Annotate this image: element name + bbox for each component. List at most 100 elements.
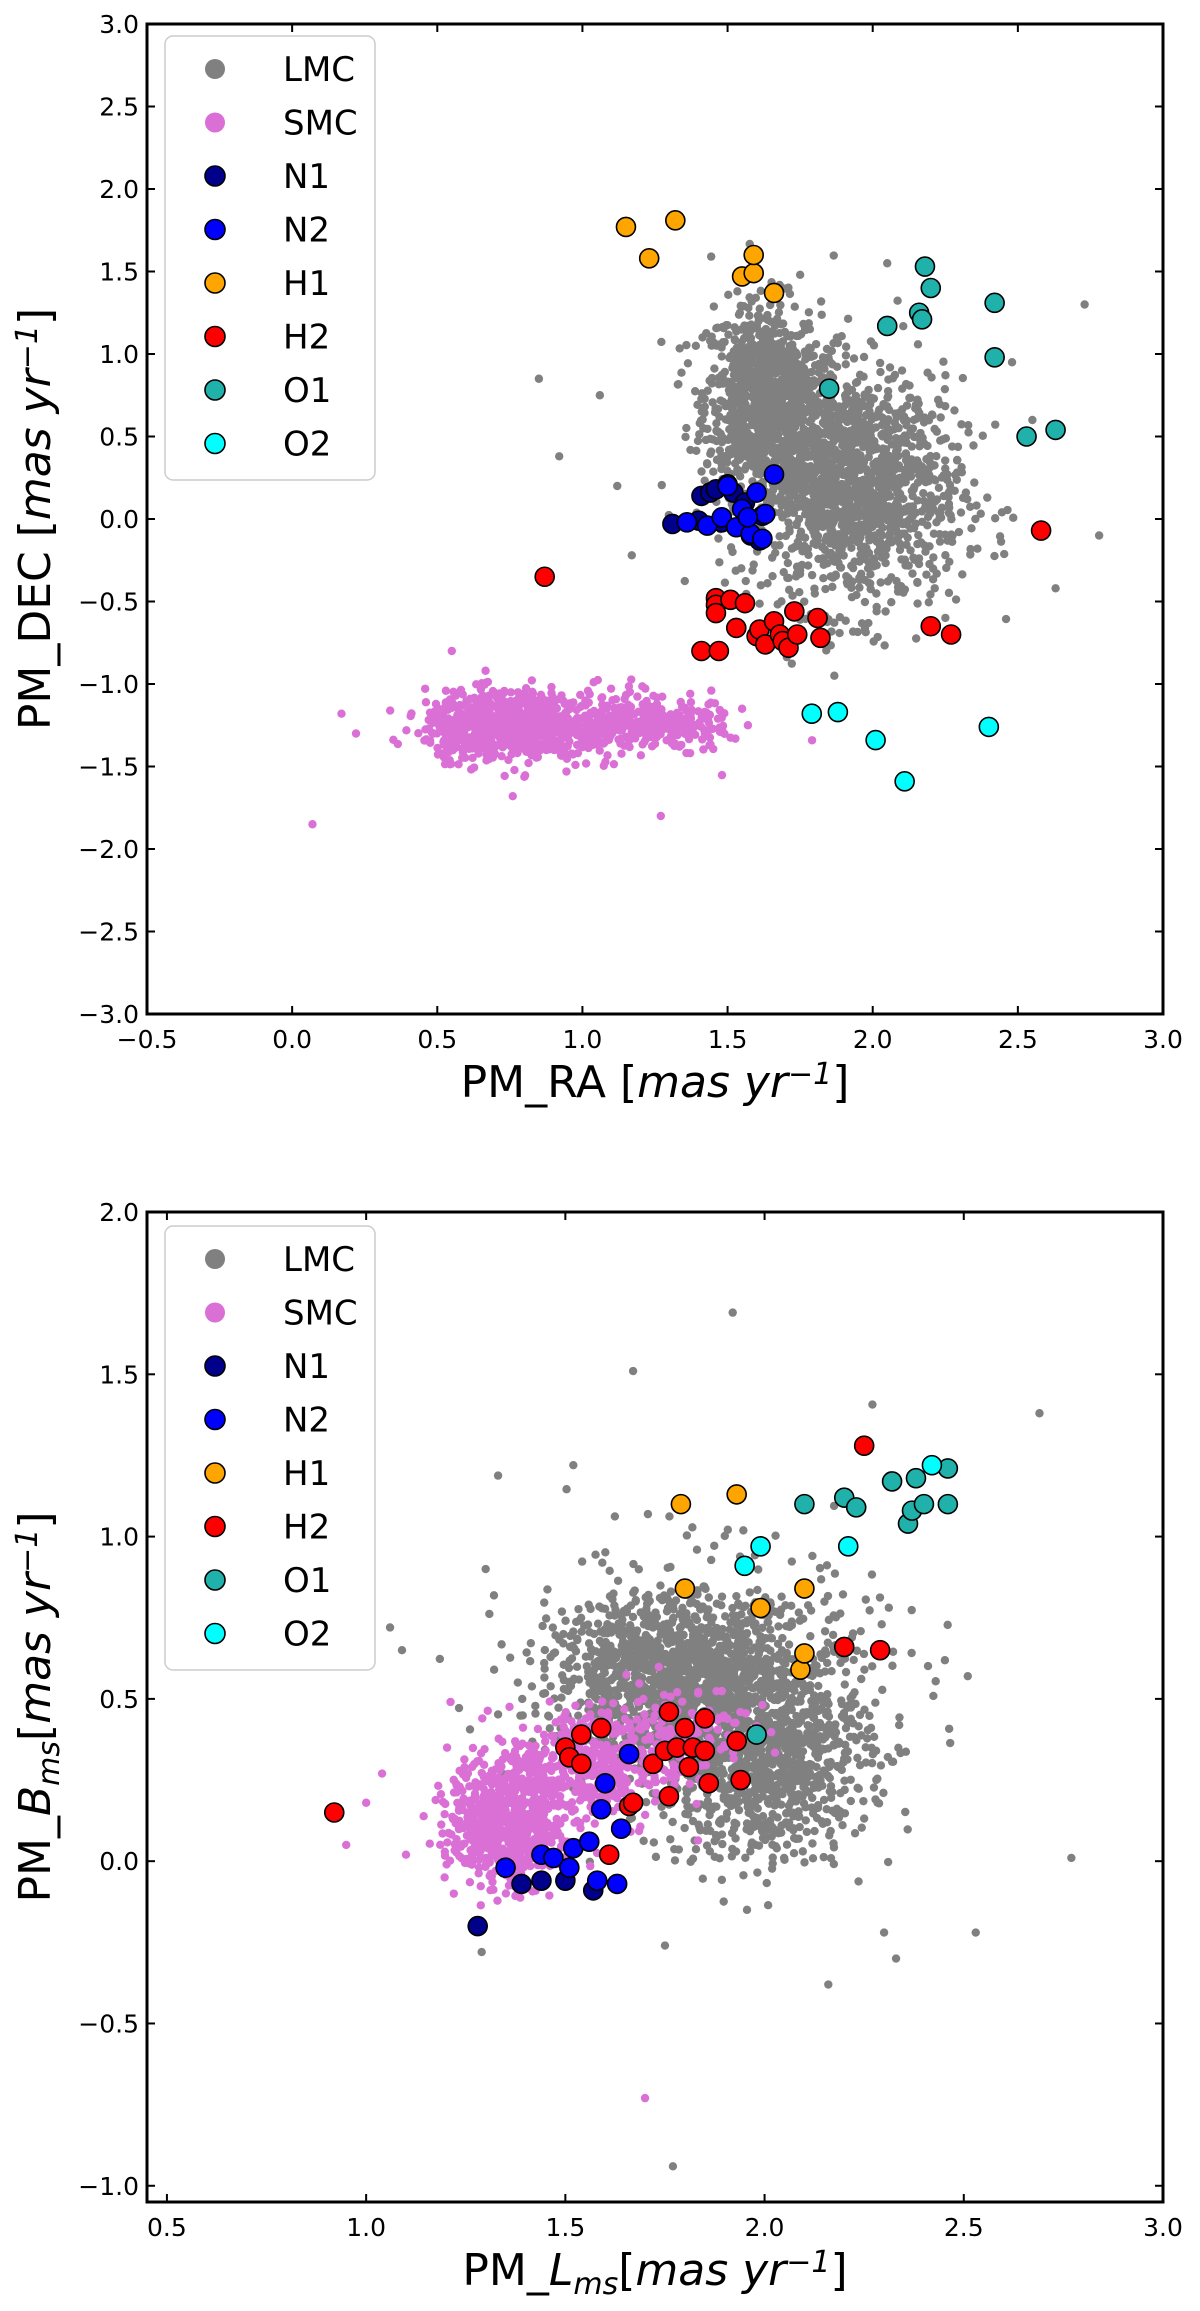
smc-point [527,742,537,752]
lmc-point [793,537,803,547]
lmc-point [806,461,815,471]
lmc-point [724,330,733,339]
smc-point [575,714,584,723]
smc-point [581,696,590,705]
smc-point [556,730,565,739]
smc-point [456,685,466,695]
lmc-point [695,430,704,439]
lmc-point [541,1614,551,1623]
smc-point [701,713,711,722]
smc-point [465,694,475,704]
smc-point [468,722,477,731]
y-tick-label: −1.0 [78,670,139,699]
lmc-point [947,530,956,539]
smc-point [482,747,492,756]
lmc-point [850,423,859,433]
lmc-point [829,480,838,490]
x-tick-label: 2.0 [853,1025,893,1054]
lmc-point [745,293,754,302]
smc-point [393,739,403,749]
smc-point [433,743,442,753]
h1-marker [665,210,686,231]
x-tick-label: 0.5 [417,1025,457,1054]
y-tick-label: −3.0 [78,1000,139,1029]
lmc-point [643,1633,652,1642]
lmc-point [885,531,894,541]
lmc-point [929,475,938,484]
lmc-point [778,422,788,432]
lmc-point [846,475,855,484]
lmc-point [882,544,891,553]
lmc-point [526,1638,536,1648]
lmc-point [893,485,902,495]
h1-marker [743,244,764,266]
lmc-point [538,1621,547,1631]
lmc-point [833,338,843,348]
smc-point [521,734,530,743]
lmc-point [914,559,924,569]
lmc-point [920,497,930,506]
smc-point [627,675,636,684]
lmc-point [914,530,923,540]
smc-point [462,713,472,723]
lmc-point [785,289,795,299]
lmc-point [781,551,791,560]
h2-marker [691,640,712,662]
smc-point [556,751,566,760]
smc-point [583,711,592,721]
smc-point [633,692,642,701]
smc-point [351,729,361,738]
lmc-point [717,352,726,361]
lmc-point [855,370,865,380]
lmc-point [794,457,804,466]
lmc-point [795,1616,805,1625]
smc-point [454,760,463,769]
smc-point [656,811,666,821]
lmc-point [899,471,909,481]
lmc-point [1094,531,1104,540]
smc-point [457,753,467,762]
lmc-point [880,641,889,650]
lmc-point [849,529,858,539]
lmc-point [944,1724,954,1733]
lmc-point [940,384,950,394]
smc-point [549,745,559,755]
lmc-point [957,420,966,429]
lmc-point [909,415,919,425]
lmc-point [714,534,723,543]
lmc-point [790,376,799,385]
lmc-point [641,1797,651,1807]
lmc-point [784,585,794,595]
smc-point [522,712,531,721]
smc-point [699,745,708,754]
smc-point [466,739,475,749]
lmc-point [841,342,851,351]
legend-label-h2: H2 [283,318,330,358]
h2-marker [940,624,962,645]
lmc-point [902,401,912,410]
smc-point [527,703,536,712]
y-axis-label: PM_DEC [mas yr−1] [10,308,62,730]
lmc-point [738,445,747,455]
lmc-point [792,519,801,528]
lmc-point [841,351,851,360]
lmc-point [826,525,835,534]
lmc-point [878,493,887,502]
lmc-point [789,366,798,375]
lmc-point [828,458,837,467]
lmc-point [926,590,935,599]
lmc-point [682,423,691,433]
smc-point [551,719,560,729]
lmc-point [583,1620,593,1629]
lmc-point [904,561,913,570]
lmc-point [879,446,888,456]
lmc-point [804,519,813,528]
lmc-point [928,575,938,584]
lmc-point [696,416,706,425]
lmc-point [877,420,887,430]
smc-point [567,749,576,758]
lmc-point [854,1877,863,1886]
smc-point [593,675,603,685]
smc-point [685,748,695,758]
lmc-point [572,1662,582,1672]
